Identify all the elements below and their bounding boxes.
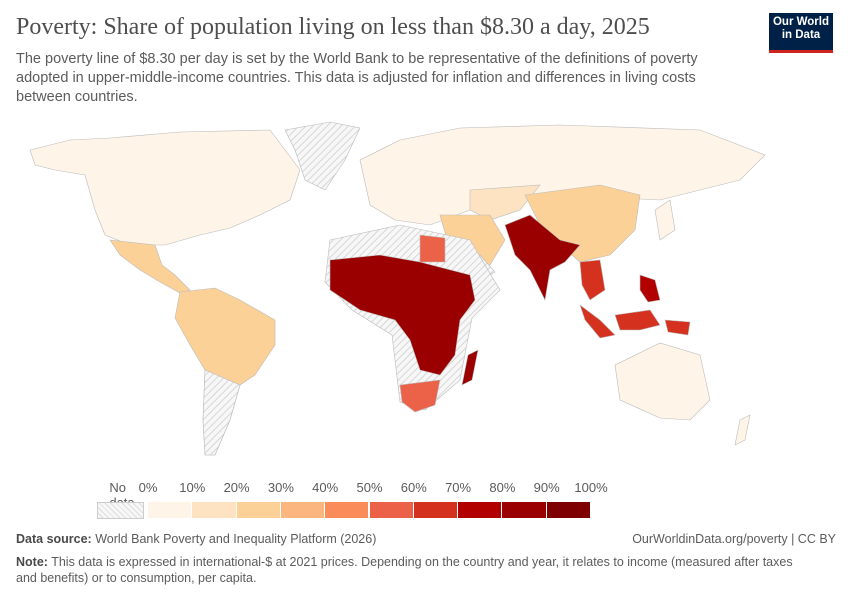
region-greenland[interactable] bbox=[284, 121, 361, 191]
source-text: World Bank Poverty and Inequality Platfo… bbox=[95, 532, 377, 546]
legend-bin-0-10[interactable] bbox=[148, 502, 193, 518]
region-australia[interactable] bbox=[614, 342, 711, 421]
region-mexico-central-america[interactable] bbox=[109, 239, 191, 294]
region-south-asia[interactable] bbox=[504, 214, 581, 301]
legend-bin-50-60[interactable] bbox=[369, 502, 414, 518]
region-southern-cone[interactable] bbox=[202, 369, 241, 456]
note-text: This data is expressed in international-… bbox=[16, 555, 793, 585]
legend-tick-label: 20% bbox=[223, 480, 250, 495]
world-map[interactable] bbox=[0, 118, 850, 478]
legend-tick-label: 10% bbox=[179, 480, 206, 495]
license-link[interactable]: OurWorldinData.org/poverty | CC BY bbox=[632, 532, 836, 546]
region-central-asia[interactable] bbox=[469, 184, 541, 221]
region-japan[interactable] bbox=[654, 199, 676, 241]
legend-no-data-swatch bbox=[97, 502, 144, 519]
legend-bin-20-30[interactable] bbox=[236, 502, 281, 518]
logo-line1: Our World bbox=[772, 16, 829, 28]
chart-title: Poverty: Share of population living on l… bbox=[16, 14, 650, 40]
legend-bin-90-100[interactable] bbox=[546, 502, 591, 518]
region-europe-russia[interactable] bbox=[359, 124, 766, 226]
legend-tick-label: 90% bbox=[533, 480, 560, 495]
region-sub-saharan-africa[interactable] bbox=[329, 254, 476, 376]
owid-logo[interactable]: Our World in Data bbox=[769, 13, 833, 53]
logo-line2: in Data bbox=[781, 29, 821, 41]
legend-tick-label: 40% bbox=[312, 480, 339, 495]
legend-bin-40-50[interactable] bbox=[325, 502, 370, 518]
legend-tick-label: 0% bbox=[138, 480, 158, 495]
region-philippines[interactable] bbox=[639, 274, 661, 303]
region-north-america[interactable] bbox=[29, 129, 301, 246]
chart-subtitle: The poverty line of $8.30 per day is set… bbox=[16, 51, 698, 105]
legend-tick-label: 70% bbox=[445, 480, 472, 495]
region-southeast-asia[interactable] bbox=[579, 259, 606, 301]
legend-tick-label: 60% bbox=[400, 480, 427, 495]
note-label: Note: bbox=[16, 555, 48, 569]
region-egypt[interactable] bbox=[419, 234, 446, 263]
region-south-africa[interactable] bbox=[399, 379, 441, 413]
legend-bin-30-40[interactable] bbox=[280, 502, 326, 518]
legend-bin-80-90[interactable] bbox=[502, 502, 547, 518]
legend-tick-label: 80% bbox=[489, 480, 516, 495]
legend-bin-10-20[interactable] bbox=[192, 502, 237, 518]
legend-bin-70-80[interactable] bbox=[458, 502, 503, 518]
source-label: Data source: bbox=[16, 532, 92, 546]
legend-bin-60-70[interactable] bbox=[413, 502, 459, 518]
legend-tick-label: 100% bbox=[574, 480, 608, 495]
region-new-zealand[interactable] bbox=[734, 414, 751, 446]
legend-tick-label: 30% bbox=[267, 480, 294, 495]
region-madagascar[interactable] bbox=[461, 349, 479, 386]
legend-tick-label: 50% bbox=[356, 480, 383, 495]
data-source: Data source: World Bank Poverty and Ineq… bbox=[16, 532, 376, 546]
region-indonesia[interactable] bbox=[579, 304, 691, 339]
note: Note: This data is expressed in internat… bbox=[16, 554, 816, 586]
